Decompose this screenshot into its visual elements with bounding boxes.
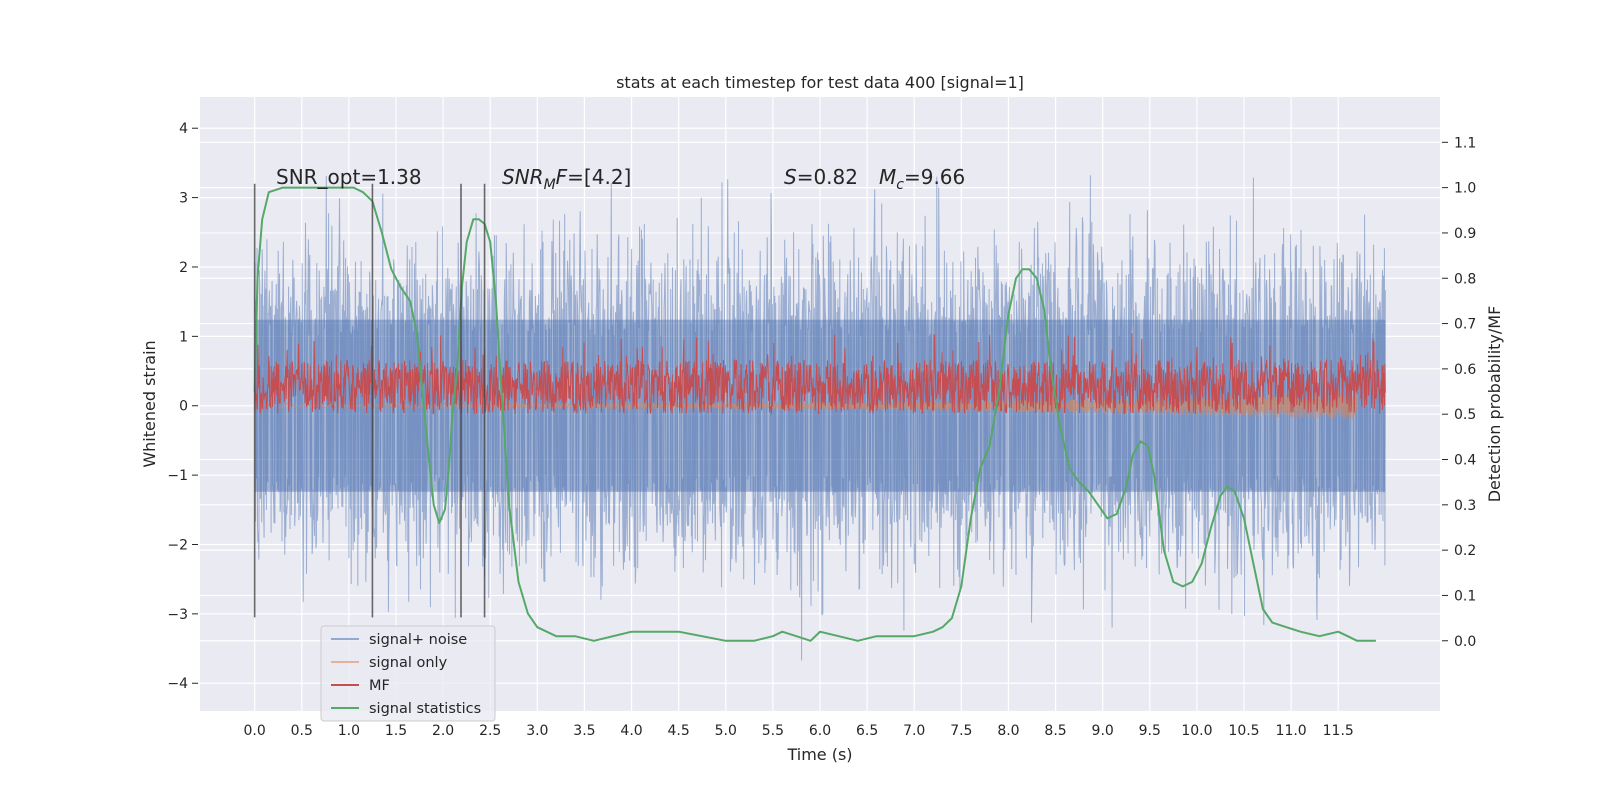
legend: signal+ noise signal only MF signal stat… [320,625,496,722]
x-tick-label: 0.5 [291,723,313,739]
y2-tick-label: 0.3 [1454,498,1476,514]
y2-tick-label: 1.0 [1454,181,1476,197]
x-tick-label: 5.0 [715,723,737,739]
legend-label-signal-statistics: signal statistics [369,701,481,717]
y2-tick-label: 1.1 [1454,135,1476,151]
series-signal-noise [254,175,1386,661]
x-axis-label: Time (s) [786,745,852,764]
annotation-s: S=0.82 [784,165,858,189]
x-tick-label: 6.5 [856,723,878,739]
y-tick-label: 0 [179,399,188,415]
y2-tick-label: 0.6 [1454,362,1476,378]
x-tick-label: 3.0 [526,723,548,739]
x-tick-label: 5.5 [762,723,784,739]
series-layer [253,175,1386,661]
chart-title: stats at each timestep for test data 400… [616,73,1024,92]
y-axis-ticks: −4 −3 −2 −1 0 1 2 3 4 [167,121,198,692]
x-tick-label: 11.0 [1276,723,1307,739]
y-tick-label: 2 [179,260,188,276]
y2-tick-label: 0.4 [1454,453,1476,469]
x-tick-label: 0.0 [244,723,266,739]
x-tick-label: 9.5 [1139,723,1161,739]
x-tick-label: 7.5 [950,723,972,739]
legend-label-mf: MF [369,678,390,694]
y-tick-label: −1 [167,468,188,484]
y-tick-label: −4 [167,676,188,692]
annotation-snr-opt: SNR_opt=1.38 [276,165,422,189]
y-tick-label: −2 [167,537,188,553]
y2-axis-label: Detection probability/MF [1485,306,1504,503]
x-axis-ticks: 0.0 0.5 1.0 1.5 2.0 2.5 3.0 3.5 4.0 4.5 5.0 5.5 6.0 6… [244,723,1354,739]
y-tick-label: 4 [179,121,188,137]
annotation-snr-mf: SNRMF=[4.2] [502,165,631,193]
x-tick-label: 1.0 [338,723,360,739]
y2-tick-label: 0.9 [1454,226,1476,242]
y2-tick-label: 0.1 [1454,588,1476,604]
x-tick-label: 1.5 [385,723,407,739]
series-mf [254,332,1386,415]
x-tick-label: 6.0 [809,723,831,739]
y-tick-label: −3 [167,607,188,623]
x-tick-label: 9.0 [1092,723,1114,739]
x-tick-label: 10.5 [1228,723,1259,739]
y2-tick-label: 0.2 [1454,543,1476,559]
legend-label-signal-noise: signal+ noise [369,632,467,648]
y-axis-label: Whitened strain [140,340,159,467]
x-tick-label: 4.0 [620,723,642,739]
series-signal-statistics [253,186,1376,642]
vertical-lines [253,183,486,618]
legend-box [320,625,496,722]
annotation-mc: Mc=9.66 [879,165,965,193]
x-tick-label: 3.5 [573,723,595,739]
y2-tick-label: 0.8 [1454,271,1476,287]
y-tick-label: 1 [179,329,188,345]
y2-axis-ticks: 0.0 0.1 0.2 0.3 0.4 0.5 0.6 0.7 0.8 0.9 1.0 1.1 [1442,135,1476,650]
x-tick-label: 8.0 [997,723,1019,739]
x-tick-label: 4.5 [668,723,690,739]
x-tick-label: 2.0 [432,723,454,739]
x-tick-label: 10.0 [1181,723,1212,739]
y2-tick-label: 0.7 [1454,317,1476,333]
x-tick-label: 11.5 [1323,723,1354,739]
y2-tick-label: 0.5 [1454,407,1476,423]
y-tick-label: 3 [179,191,188,207]
y2-tick-label: 0.0 [1454,634,1476,650]
x-tick-label: 8.5 [1044,723,1066,739]
legend-label-signal-only: signal only [369,655,448,671]
x-tick-label: 7.0 [903,723,925,739]
x-tick-label: 2.5 [479,723,501,739]
